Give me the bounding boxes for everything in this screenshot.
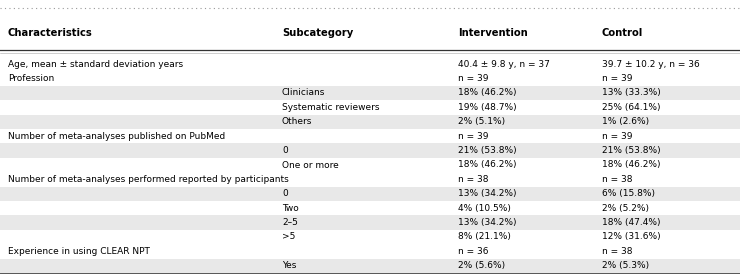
Bar [0, 86, 740, 100]
Text: 21% (53.8%): 21% (53.8%) [602, 146, 661, 155]
Text: 13% (34.2%): 13% (34.2%) [458, 189, 517, 198]
Text: 2–5: 2–5 [282, 218, 298, 227]
Text: 0: 0 [282, 189, 288, 198]
Text: n = 39: n = 39 [458, 132, 488, 141]
Text: Yes: Yes [282, 261, 297, 270]
Text: 2% (5.6%): 2% (5.6%) [458, 261, 505, 270]
Text: Two: Two [282, 204, 299, 213]
Text: 18% (46.2%): 18% (46.2%) [602, 160, 661, 170]
Text: 1% (2.6%): 1% (2.6%) [602, 117, 649, 126]
Text: 2% (5.1%): 2% (5.1%) [458, 117, 505, 126]
Text: 18% (46.2%): 18% (46.2%) [458, 88, 517, 98]
Text: n = 38: n = 38 [602, 247, 633, 256]
Text: 12% (31.6%): 12% (31.6%) [602, 232, 661, 242]
Text: n = 39: n = 39 [602, 74, 633, 83]
Text: 6% (15.8%): 6% (15.8%) [602, 189, 655, 198]
Text: n = 38: n = 38 [602, 175, 633, 184]
Text: Profession: Profession [8, 74, 54, 83]
Text: Experience in using CLEAR NPT: Experience in using CLEAR NPT [8, 247, 150, 256]
Text: Others: Others [282, 117, 312, 126]
Text: Control: Control [602, 28, 643, 38]
Text: 2% (5.3%): 2% (5.3%) [602, 261, 649, 270]
Text: 18% (47.4%): 18% (47.4%) [602, 218, 661, 227]
Text: 13% (33.3%): 13% (33.3%) [602, 88, 661, 98]
Text: 13% (34.2%): 13% (34.2%) [458, 218, 517, 227]
Text: Characteristics: Characteristics [8, 28, 92, 38]
Text: Intervention: Intervention [458, 28, 528, 38]
Text: Clinicians: Clinicians [282, 88, 326, 98]
Text: 39.7 ± 10.2 y, n = 36: 39.7 ± 10.2 y, n = 36 [602, 60, 700, 69]
Text: >5: >5 [282, 232, 295, 242]
Text: One or more: One or more [282, 160, 339, 170]
Text: Subcategory: Subcategory [282, 28, 353, 38]
Text: 8% (21.1%): 8% (21.1%) [458, 232, 511, 242]
Text: 0: 0 [282, 146, 288, 155]
Bar [0, 259, 740, 273]
Text: 4% (10.5%): 4% (10.5%) [458, 204, 511, 213]
Text: n = 39: n = 39 [602, 132, 633, 141]
Bar [0, 215, 740, 230]
Text: 18% (46.2%): 18% (46.2%) [458, 160, 517, 170]
Bar [0, 115, 740, 129]
Bar [0, 187, 740, 201]
Text: Systematic reviewers: Systematic reviewers [282, 103, 380, 112]
Text: 25% (64.1%): 25% (64.1%) [602, 103, 661, 112]
Bar [0, 143, 740, 158]
Text: Number of meta-analyses performed reported by participants: Number of meta-analyses performed report… [8, 175, 289, 184]
Text: n = 39: n = 39 [458, 74, 488, 83]
Text: 40.4 ± 9.8 y, n = 37: 40.4 ± 9.8 y, n = 37 [458, 60, 550, 69]
Text: n = 36: n = 36 [458, 247, 488, 256]
Text: Age, mean ± standard deviation years: Age, mean ± standard deviation years [8, 60, 183, 69]
Text: Number of meta-analyses published on PubMed: Number of meta-analyses published on Pub… [8, 132, 225, 141]
Text: n = 38: n = 38 [458, 175, 488, 184]
Text: 21% (53.8%): 21% (53.8%) [458, 146, 517, 155]
Text: 2% (5.2%): 2% (5.2%) [602, 204, 649, 213]
Text: 19% (48.7%): 19% (48.7%) [458, 103, 517, 112]
